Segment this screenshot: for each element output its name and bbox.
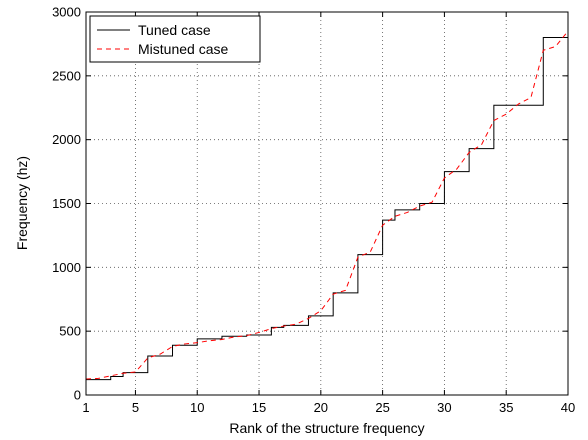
series-line-tuned — [86, 12, 569, 381]
y-tick-label: 1500 — [52, 196, 81, 211]
x-tick-label: 30 — [437, 400, 451, 415]
grid — [86, 12, 568, 395]
x-tick-label: 10 — [190, 400, 204, 415]
y-tick-label: 500 — [59, 324, 81, 339]
y-tick-label: 2500 — [52, 68, 81, 83]
legend: Tuned case Mistuned case — [89, 15, 261, 63]
series-layer — [85, 12, 569, 381]
x-tick-label: 40 — [561, 400, 575, 415]
x-axis-label: Rank of the structure frequency — [229, 420, 424, 436]
x-tick-label: 5 — [132, 400, 139, 415]
x-tick-label: 15 — [252, 400, 266, 415]
y-tick-label: 2000 — [52, 132, 81, 147]
y-tick-label: 0 — [74, 388, 81, 403]
y-tick-label: 3000 — [52, 5, 81, 20]
legend-box — [89, 15, 261, 63]
legend-label-tuned: Tuned case — [138, 22, 211, 38]
x-tick-label: 1 — [82, 400, 89, 415]
x-tick-label: 35 — [499, 400, 513, 415]
x-tick-label: 20 — [314, 400, 328, 415]
legend-label-mistuned: Mistuned case — [138, 41, 228, 57]
y-tick-label: 1000 — [52, 260, 81, 275]
x-tick-label: 25 — [375, 400, 389, 415]
y-axis-label: Frequency (hz) — [14, 156, 30, 250]
series-line-mistuned — [85, 30, 569, 380]
ticks — [85, 11, 569, 396]
